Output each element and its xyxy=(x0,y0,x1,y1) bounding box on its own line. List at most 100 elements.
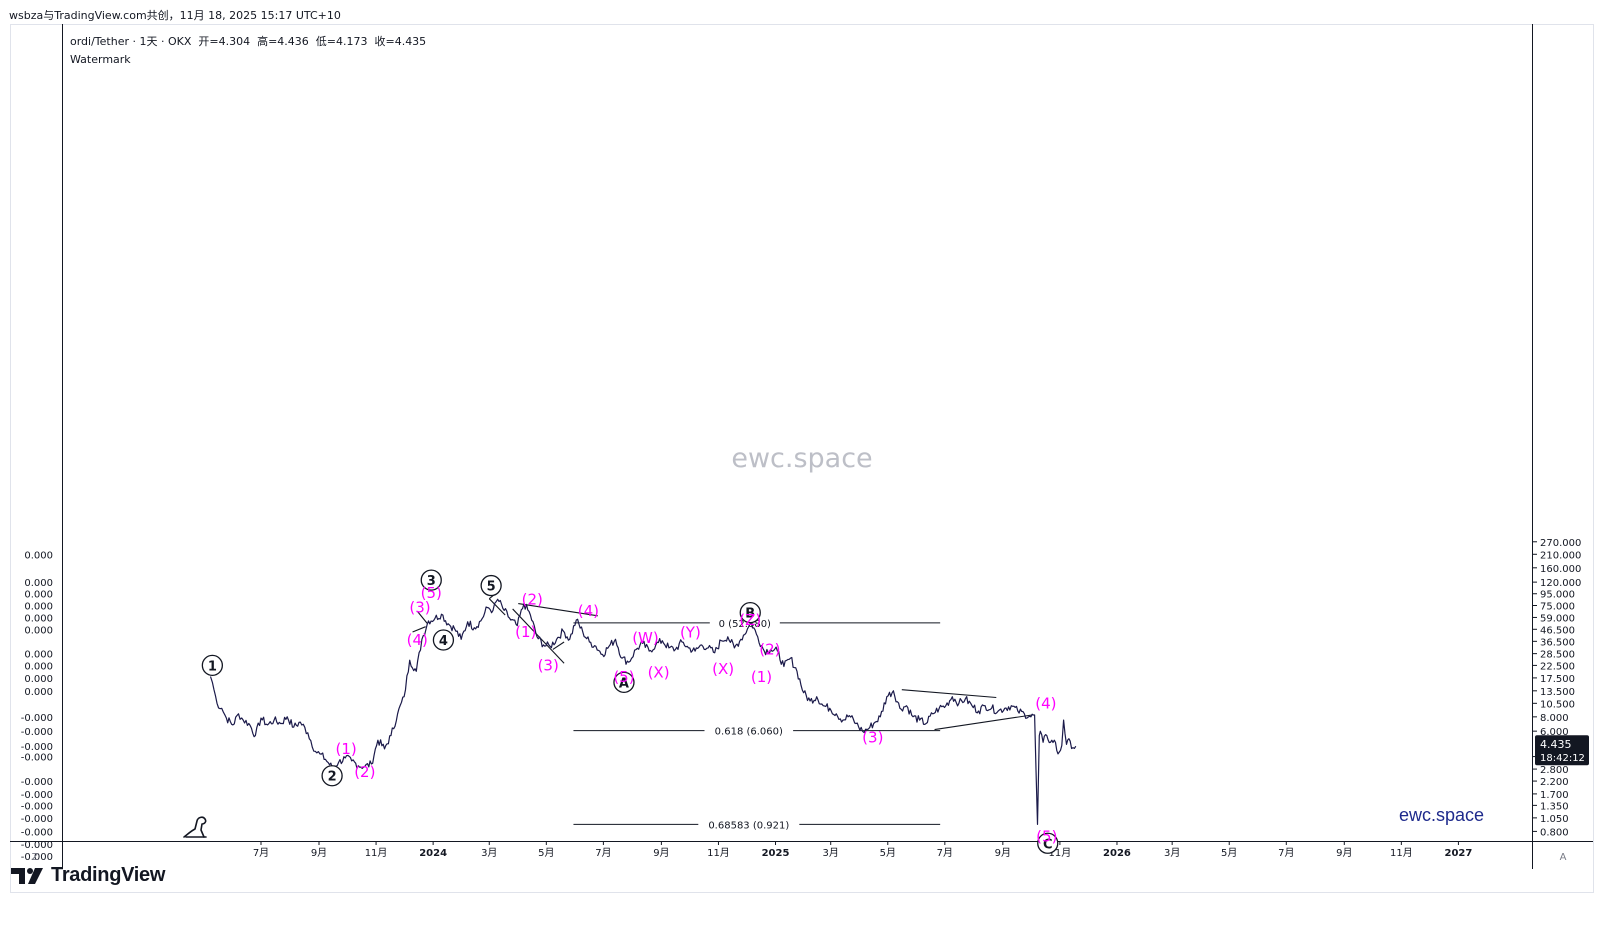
left-price-scale[interactable]: 0.0000.0000.0000.0000.0000.0000.0000.000… xyxy=(21,550,53,863)
wave-label-minor: (4) xyxy=(1035,694,1056,712)
time-axis-label: 3月 xyxy=(481,847,497,859)
right-axis-label: 10.500 xyxy=(1540,699,1575,710)
left-axis-label: 0.000 xyxy=(24,550,53,561)
fibonacci-retracement[interactable]: 0 (52.880) 0.618 (6.060) 0.68583 (0.921) xyxy=(573,616,941,832)
left-axis-label: -0.000 xyxy=(21,840,53,851)
wave-label-minor: (2) xyxy=(354,763,375,781)
right-axis-label: 120.000 xyxy=(1540,578,1581,589)
right-axis-label: 95.000 xyxy=(1540,590,1575,601)
time-axis-label: 11月 xyxy=(707,847,730,859)
wave-label-minor: (W) xyxy=(632,629,659,647)
current-price-label-bg xyxy=(1535,735,1589,766)
trend-lines[interactable] xyxy=(412,592,1032,731)
wave-label-circle xyxy=(739,601,761,624)
wave-label-circle xyxy=(420,569,442,591)
wave-label-minor: (4) xyxy=(407,631,428,649)
right-axis-label: 8.000 xyxy=(1540,713,1569,724)
fib-label-bg xyxy=(698,818,800,831)
left-axis-label: 0.000 xyxy=(24,674,53,685)
wave-label-minor: (4) xyxy=(578,602,599,620)
tradingview-brand[interactable]: TradingView xyxy=(11,864,165,887)
right-axis-label: 2.800 xyxy=(1540,765,1569,776)
time-axis-label: 2024 xyxy=(419,848,447,859)
time-axis-label: 2027 xyxy=(1444,848,1472,859)
left-scale-mode-button[interactable]: Z xyxy=(32,852,39,863)
trend-line[interactable] xyxy=(416,610,428,625)
center-watermark: ewc.space xyxy=(731,443,872,474)
wave-label-major: 1 xyxy=(208,659,217,674)
trend-line[interactable] xyxy=(552,641,565,650)
left-axis-label: -0.000 xyxy=(21,852,53,863)
trend-line[interactable] xyxy=(488,598,506,616)
left-axis-label: -0.000 xyxy=(21,727,53,738)
wave-label-minor: (5) xyxy=(421,584,442,602)
right-axis-label: 160.000 xyxy=(1540,564,1581,575)
wave-label-minor: (X) xyxy=(648,664,670,682)
elliott-wave-labels[interactable]: 1 2 3 4 5 A B C (1) (2) (3) (4) (5) (1) (2) (3) (4) (5) (W… xyxy=(201,569,1059,854)
wave-label-major: 4 xyxy=(439,634,448,649)
right-axis-label: 75.000 xyxy=(1540,602,1575,613)
tradingview-wordmark: TradingView xyxy=(51,864,166,886)
wave-label-circle xyxy=(321,765,343,787)
fib-level-label: 0.68583 (0.921) xyxy=(708,820,789,831)
wave-label-minor: (5) xyxy=(1036,828,1057,846)
wave-label-minor: (3) xyxy=(862,728,883,746)
wave-label-minor: (3) xyxy=(538,656,559,674)
left-axis-label: 0.000 xyxy=(24,590,53,601)
right-axis-label: 13.500 xyxy=(1540,687,1575,698)
wave-label-minor: (X) xyxy=(712,660,734,678)
legend-symbol-line[interactable]: ordi/Tether · 1天 · OKX 开=4.304 高=4.436 低… xyxy=(70,34,426,48)
wave-label-minor: (Y) xyxy=(680,624,701,642)
left-axis-label: 0.000 xyxy=(24,602,53,613)
time-axis-label: 7月 xyxy=(253,847,269,859)
legend-watermark-line: Watermark xyxy=(70,53,131,66)
right-axis-label: 59.000 xyxy=(1540,613,1575,624)
time-axis-label: 9月 xyxy=(653,847,669,859)
left-axis-label: 0.000 xyxy=(24,578,53,589)
wave-label-circle xyxy=(432,629,455,651)
trend-line[interactable] xyxy=(934,714,1032,731)
left-axis-label: -0.000 xyxy=(21,827,53,838)
time-axis-label: 9月 xyxy=(311,847,327,859)
time-axis-label: 3月 xyxy=(823,847,839,859)
right-axis-label: 22.500 xyxy=(1540,661,1575,672)
auto-scale-button[interactable]: A xyxy=(1560,852,1567,863)
current-price-value: 4.435 xyxy=(1540,738,1572,751)
wave-label-major: 3 xyxy=(427,574,436,589)
trend-line[interactable] xyxy=(518,603,598,617)
wave-label-minor: (1) xyxy=(515,623,536,641)
right-axis-label: 28.500 xyxy=(1540,650,1575,661)
left-axis-label: -0.000 xyxy=(21,814,53,825)
trend-line[interactable] xyxy=(412,626,426,633)
trend-line[interactable] xyxy=(512,608,565,664)
time-axis-label: 9月 xyxy=(1336,847,1352,859)
wave-label-major: 5 xyxy=(487,580,496,595)
bar-countdown: 18:42:12 xyxy=(1540,753,1585,764)
time-axis-label: 11月 xyxy=(365,847,388,859)
dinosaur-icon xyxy=(183,816,207,838)
time-axis-label: 7月 xyxy=(1278,847,1294,859)
time-axis-label: 9月 xyxy=(995,847,1011,859)
time-axis-label: 7月 xyxy=(595,847,611,859)
right-axis-label: 1.050 xyxy=(1540,814,1569,825)
time-axis-label: 11月 xyxy=(1390,847,1413,859)
left-axis-label: 0.000 xyxy=(24,613,53,624)
left-axis-label: -0.000 xyxy=(21,713,53,724)
left-axis-label: -0.000 xyxy=(21,753,53,764)
trend-line[interactable] xyxy=(901,689,997,699)
chart-border xyxy=(10,24,1594,893)
fib-level-label: 0.618 (6.060) xyxy=(715,727,783,738)
wave-label-minor: (2) xyxy=(522,590,543,608)
fib-label-bg xyxy=(709,616,780,629)
time-axis[interactable]: 7月 9月 11月 2024 3月 5月 7月 9月 11月 2025 3月 5月 7月 9月 11月 202… xyxy=(253,841,1473,859)
left-axis-label: 0.000 xyxy=(24,661,53,672)
time-axis-label: 2026 xyxy=(1103,848,1131,859)
fib-label-bg xyxy=(704,724,794,737)
time-axis-label: 3月 xyxy=(1164,847,1180,859)
corner-watermark: ewc.space xyxy=(1399,805,1484,825)
right-axis-label: 1.350 xyxy=(1540,801,1569,812)
price-series-line xyxy=(209,598,1077,825)
wave-label-circle xyxy=(201,654,224,677)
wave-label-major: 2 xyxy=(328,770,337,785)
